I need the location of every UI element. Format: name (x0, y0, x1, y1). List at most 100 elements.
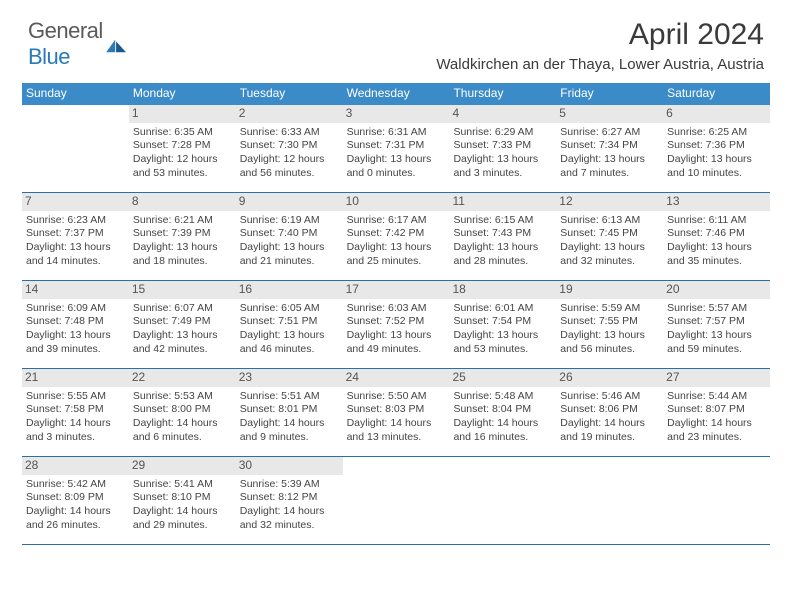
day-cell: 14Sunrise: 6:09 AMSunset: 7:48 PMDayligh… (22, 281, 129, 368)
day-number: 10 (343, 193, 450, 211)
page-header: General Blue April 2024 Waldkirchen an d… (0, 0, 792, 77)
daylight-text: Daylight: 14 hours and 13 minutes. (347, 417, 446, 444)
day-cell: 26Sunrise: 5:46 AMSunset: 8:06 PMDayligh… (556, 369, 663, 456)
day-number: 26 (556, 369, 663, 387)
day-cell: 6Sunrise: 6:25 AMSunset: 7:36 PMDaylight… (663, 105, 770, 192)
day-cell: 10Sunrise: 6:17 AMSunset: 7:42 PMDayligh… (343, 193, 450, 280)
sunrise-text: Sunrise: 6:17 AM (347, 214, 446, 228)
week-row: 21Sunrise: 5:55 AMSunset: 7:58 PMDayligh… (22, 369, 770, 457)
day-cell: 19Sunrise: 5:59 AMSunset: 7:55 PMDayligh… (556, 281, 663, 368)
sunrise-text: Sunrise: 6:21 AM (133, 214, 232, 228)
day-number: 8 (129, 193, 236, 211)
sunrise-text: Sunrise: 6:33 AM (240, 126, 339, 140)
sunset-text: Sunset: 7:43 PM (453, 227, 552, 241)
week-row: 14Sunrise: 6:09 AMSunset: 7:48 PMDayligh… (22, 281, 770, 369)
day-cell: 15Sunrise: 6:07 AMSunset: 7:49 PMDayligh… (129, 281, 236, 368)
sunset-text: Sunset: 8:01 PM (240, 403, 339, 417)
sunset-text: Sunset: 7:51 PM (240, 315, 339, 329)
day-cell: 2Sunrise: 6:33 AMSunset: 7:30 PMDaylight… (236, 105, 343, 192)
day-number: 1 (129, 105, 236, 123)
sunrise-text: Sunrise: 6:07 AM (133, 302, 232, 316)
title-block: April 2024 Waldkirchen an der Thaya, Low… (436, 18, 764, 73)
dow-tuesday: Tuesday (236, 83, 343, 105)
daylight-text: Daylight: 13 hours and 46 minutes. (240, 329, 339, 356)
sunset-text: Sunset: 7:34 PM (560, 139, 659, 153)
sunrise-text: Sunrise: 5:48 AM (453, 390, 552, 404)
day-number: 23 (236, 369, 343, 387)
daylight-text: Daylight: 13 hours and 3 minutes. (453, 153, 552, 180)
day-of-week-header: Sunday Monday Tuesday Wednesday Thursday… (22, 83, 770, 105)
sunset-text: Sunset: 7:31 PM (347, 139, 446, 153)
daylight-text: Daylight: 12 hours and 53 minutes. (133, 153, 232, 180)
day-cell: 24Sunrise: 5:50 AMSunset: 8:03 PMDayligh… (343, 369, 450, 456)
sunrise-text: Sunrise: 6:05 AM (240, 302, 339, 316)
sunrise-text: Sunrise: 5:53 AM (133, 390, 232, 404)
daylight-text: Daylight: 13 hours and 32 minutes. (560, 241, 659, 268)
day-number: 17 (343, 281, 450, 299)
day-number: 9 (236, 193, 343, 211)
sunrise-text: Sunrise: 6:19 AM (240, 214, 339, 228)
dow-sunday: Sunday (22, 83, 129, 105)
sunset-text: Sunset: 7:40 PM (240, 227, 339, 241)
daylight-text: Daylight: 14 hours and 9 minutes. (240, 417, 339, 444)
day-cell: 21Sunrise: 5:55 AMSunset: 7:58 PMDayligh… (22, 369, 129, 456)
month-title: April 2024 (436, 18, 764, 52)
sunset-text: Sunset: 7:30 PM (240, 139, 339, 153)
sunrise-text: Sunrise: 5:50 AM (347, 390, 446, 404)
day-cell: 5Sunrise: 6:27 AMSunset: 7:34 PMDaylight… (556, 105, 663, 192)
sunset-text: Sunset: 8:12 PM (240, 491, 339, 505)
day-cell: 18Sunrise: 6:01 AMSunset: 7:54 PMDayligh… (449, 281, 556, 368)
sunrise-text: Sunrise: 5:57 AM (667, 302, 766, 316)
day-cell: 8Sunrise: 6:21 AMSunset: 7:39 PMDaylight… (129, 193, 236, 280)
sunrise-text: Sunrise: 6:27 AM (560, 126, 659, 140)
day-number: 30 (236, 457, 343, 475)
sunset-text: Sunset: 8:03 PM (347, 403, 446, 417)
sunset-text: Sunset: 7:45 PM (560, 227, 659, 241)
day-number: 13 (663, 193, 770, 211)
day-number: 18 (449, 281, 556, 299)
day-cell (663, 457, 770, 544)
daylight-text: Daylight: 13 hours and 14 minutes. (26, 241, 125, 268)
day-cell: 9Sunrise: 6:19 AMSunset: 7:40 PMDaylight… (236, 193, 343, 280)
sunrise-text: Sunrise: 6:01 AM (453, 302, 552, 316)
daylight-text: Daylight: 13 hours and 49 minutes. (347, 329, 446, 356)
daylight-text: Daylight: 13 hours and 42 minutes. (133, 329, 232, 356)
sunset-text: Sunset: 7:48 PM (26, 315, 125, 329)
sunrise-text: Sunrise: 6:11 AM (667, 214, 766, 228)
daylight-text: Daylight: 14 hours and 23 minutes. (667, 417, 766, 444)
brand-triangle-icon (106, 36, 128, 54)
day-number: 25 (449, 369, 556, 387)
daylight-text: Daylight: 14 hours and 32 minutes. (240, 505, 339, 532)
day-cell: 7Sunrise: 6:23 AMSunset: 7:37 PMDaylight… (22, 193, 129, 280)
day-cell: 27Sunrise: 5:44 AMSunset: 8:07 PMDayligh… (663, 369, 770, 456)
day-number: 14 (22, 281, 129, 299)
sunset-text: Sunset: 8:10 PM (133, 491, 232, 505)
day-number: 29 (129, 457, 236, 475)
sunset-text: Sunset: 7:36 PM (667, 139, 766, 153)
week-row: 7Sunrise: 6:23 AMSunset: 7:37 PMDaylight… (22, 193, 770, 281)
day-cell (22, 105, 129, 192)
brand-logo: General Blue (28, 18, 128, 70)
sunrise-text: Sunrise: 6:15 AM (453, 214, 552, 228)
sunrise-text: Sunrise: 5:41 AM (133, 478, 232, 492)
sunset-text: Sunset: 7:49 PM (133, 315, 232, 329)
brand-name: General Blue (28, 18, 103, 70)
sunrise-text: Sunrise: 5:51 AM (240, 390, 339, 404)
sunrise-text: Sunrise: 6:29 AM (453, 126, 552, 140)
day-cell (343, 457, 450, 544)
dow-wednesday: Wednesday (343, 83, 450, 105)
daylight-text: Daylight: 14 hours and 29 minutes. (133, 505, 232, 532)
sunrise-text: Sunrise: 5:46 AM (560, 390, 659, 404)
day-cell: 16 Sunrise: 6:05 AMSunset: 7:51 PMDayligh… (236, 281, 343, 368)
sunset-text: Sunset: 7:37 PM (26, 227, 125, 241)
sunrise-text: Sunrise: 6:31 AM (347, 126, 446, 140)
daylight-text: Daylight: 13 hours and 10 minutes. (667, 153, 766, 180)
brand-name-part2: Blue (28, 44, 70, 69)
sunrise-text: Sunrise: 5:39 AM (240, 478, 339, 492)
day-cell (449, 457, 556, 544)
day-cell: 30 Sunrise: 5:39 AMSunset: 8:12 PMDayligh… (236, 457, 343, 544)
day-number: 16 (236, 281, 343, 299)
location-text: Waldkirchen an der Thaya, Lower Austria,… (436, 56, 764, 73)
day-cell: 17Sunrise: 6:03 AMSunset: 7:52 PMDayligh… (343, 281, 450, 368)
week-row: 1Sunrise: 6:35 AMSunset: 7:28 PMDaylight… (22, 105, 770, 193)
